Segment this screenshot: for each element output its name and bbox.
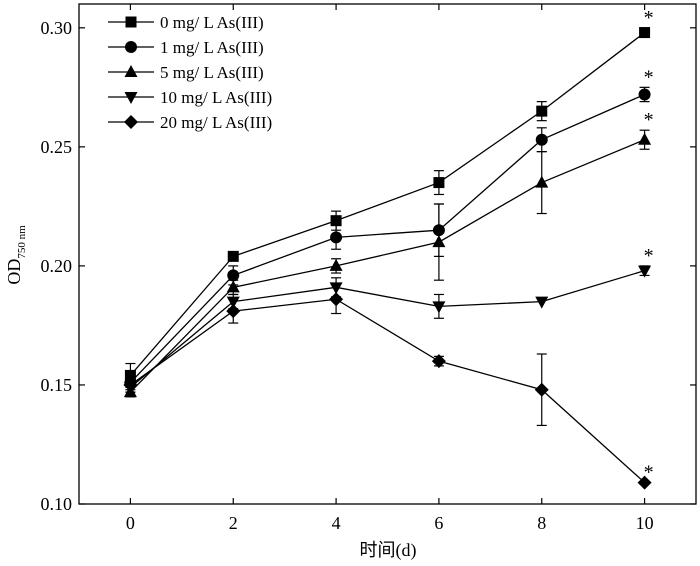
series-line	[129, 139, 645, 393]
significance-marker: *	[644, 7, 654, 29]
series-line	[129, 93, 645, 384]
data-point	[227, 250, 239, 262]
data-point	[535, 133, 548, 146]
legend-marker	[124, 92, 138, 104]
data-point	[227, 269, 240, 282]
series-layer: * * * * *	[123, 7, 654, 490]
data-point	[534, 382, 549, 397]
series-1: *	[124, 66, 654, 391]
data-point	[433, 177, 445, 189]
data-point	[226, 280, 240, 293]
data-point	[123, 377, 138, 392]
legend-label: 5 mg/ L As(III)	[160, 63, 264, 82]
significance-marker: *	[644, 66, 654, 88]
significance-marker: *	[644, 462, 654, 484]
axis-ticks: 0 2 4 6 8 10 0.10 0.15 0.20 0.25 0.30	[41, 4, 696, 533]
data-point	[330, 231, 343, 244]
plot-frame	[78, 3, 697, 505]
series-line	[129, 32, 645, 376]
data-point	[638, 88, 651, 101]
data-point	[639, 27, 651, 39]
data-point	[329, 292, 344, 307]
x-tick-label: 6	[434, 513, 443, 533]
y-axis-label-subscript: 750 nm	[16, 225, 28, 259]
y-tick-label: 0.10	[41, 494, 73, 514]
y-tick-label: 0.15	[41, 375, 73, 395]
legend: 0 mg/ L As(III) 1 mg/ L As(III) 5 mg/ L As…	[108, 13, 272, 132]
x-tick-label: 0	[126, 513, 135, 533]
y-tick-label: 0.25	[41, 137, 73, 157]
data-point	[330, 215, 342, 227]
x-tick-label: 2	[229, 513, 238, 533]
data-point	[536, 105, 548, 117]
data-point	[638, 265, 652, 278]
series-line	[130, 270, 645, 388]
y-tick-label: 0.30	[41, 18, 73, 38]
series-line	[130, 298, 646, 484]
y-tick-label: 0.20	[41, 256, 73, 276]
data-point	[432, 301, 446, 314]
series-4: *	[123, 284, 654, 490]
data-point	[638, 132, 652, 145]
legend-label: 10 mg/ L As(III)	[160, 88, 272, 107]
significance-marker: *	[644, 109, 654, 131]
x-tick-label: 10	[636, 513, 654, 533]
legend-marker	[125, 41, 137, 53]
svg-text:OD750 nm: OD750 nm	[4, 225, 28, 285]
series-3: *	[123, 245, 654, 395]
significance-marker: *	[644, 245, 654, 267]
data-point	[535, 296, 549, 309]
y-axis-label: OD750 nm	[4, 225, 28, 285]
legend-marker	[124, 115, 138, 129]
data-point	[226, 304, 241, 319]
y-axis-label-main: OD	[4, 259, 24, 285]
x-axis-label: 时间(d)	[360, 540, 417, 561]
legend-label: 1 mg/ L As(III)	[160, 38, 264, 57]
legend-marker	[125, 16, 137, 28]
legend-marker	[124, 65, 138, 77]
legend-label: 20 mg/ L As(III)	[160, 113, 272, 132]
data-point	[431, 354, 446, 369]
legend-label: 0 mg/ L As(III)	[160, 13, 264, 32]
data-point	[637, 475, 652, 490]
data-point	[329, 258, 343, 271]
data-point	[535, 175, 549, 188]
series-2: *	[123, 109, 654, 398]
x-tick-label: 4	[332, 513, 341, 533]
data-point	[432, 235, 446, 248]
x-tick-label: 8	[537, 513, 546, 533]
